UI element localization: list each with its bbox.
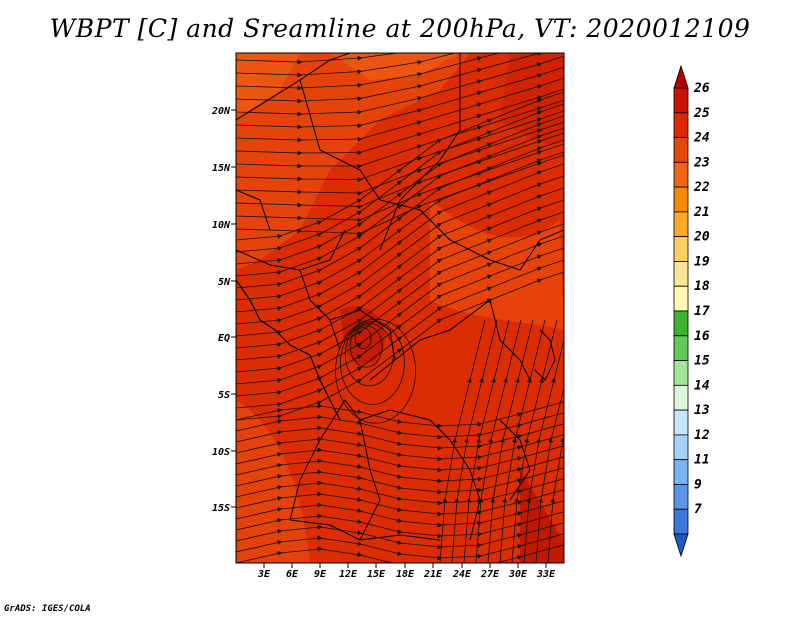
lat-label: 20N [211, 106, 231, 117]
colorbar-swatch [673, 484, 689, 510]
colorbar-labels: 26 25 24 23 22 21 20 19 18 17 16 15 14 13 12 11 9 7 [693, 81, 710, 517]
colorbar-swatch [673, 261, 689, 287]
colorbar-swatch [673, 459, 689, 485]
streamline [547, 377, 564, 563]
colorbar-label: 22 [693, 180, 710, 195]
lat-label: 15S [212, 503, 230, 514]
colorbar-label: 11 [694, 453, 710, 468]
axis-ticks [231, 109, 547, 568]
colorbar-label: 16 [694, 329, 710, 344]
colorbar-swatch [673, 533, 689, 558]
map-title: WBPT [C] and Sreamline at 200hPa, VT: 20… [49, 14, 751, 43]
colorbar-label: 20 [693, 230, 710, 245]
lon-label: 6E [286, 569, 299, 580]
colorbar-swatch [673, 508, 689, 535]
lat-label: 5N [218, 277, 231, 288]
lon-label: 12E [339, 569, 358, 580]
streamline [349, 325, 383, 368]
lat-label: 5S [218, 390, 230, 401]
colorbar-label: 13 [694, 403, 710, 418]
colorbar-swatch [673, 409, 689, 436]
colorbar-swatch [673, 137, 689, 163]
colorbar-swatch [673, 236, 689, 262]
lon-label: 18E [396, 569, 415, 580]
lon-label: 27E [480, 569, 500, 580]
streamline [344, 323, 394, 387]
colorbar-label: 23 [693, 155, 710, 170]
colorbar-label: 14 [694, 378, 710, 393]
colorbar-label: 19 [694, 254, 710, 269]
colorbar-label: 12 [694, 428, 710, 443]
streamline [236, 544, 564, 563]
colorbar-swatch [673, 161, 689, 188]
colorbar-swatch [673, 87, 689, 114]
colorbar-swatch [673, 310, 689, 337]
lat-label: EQ [218, 333, 230, 344]
colorbar-swatch [673, 360, 689, 386]
colorbar-label: 24 [693, 131, 710, 146]
colorbar-label: 17 [694, 304, 710, 319]
lat-label: 10N [212, 220, 231, 231]
colorbar-label: 7 [694, 502, 702, 517]
colorbar-swatch [673, 211, 689, 238]
lon-axis: 3E 6E 9E 12E 15E 18E 21E 24E 27E 30E 33E [257, 569, 556, 580]
map-frame [235, 52, 565, 564]
country-boundaries [236, 53, 564, 541]
lon-label: 3E [257, 569, 271, 580]
lon-label: 30E [508, 569, 528, 580]
lon-label: 15E [367, 569, 386, 580]
colorbar-swatch [673, 384, 689, 411]
colorbar-swatch [673, 64, 689, 89]
colorbar-label: 26 [693, 81, 710, 96]
lon-label: 33E [536, 569, 556, 580]
streamline [354, 327, 372, 349]
colorbar-label: 21 [693, 205, 710, 220]
streamlines [236, 53, 564, 563]
colorbar-label: 18 [694, 279, 710, 294]
lat-axis: 20N 15N 10N 5N EQ 5S 10S 15S [211, 106, 231, 514]
lat-label: 10S [212, 447, 230, 458]
lon-label: 21E [423, 569, 443, 580]
lon-label: 9E [314, 569, 327, 580]
colorbar-swatch [673, 112, 689, 138]
colorbar-swatches [673, 64, 689, 558]
lon-label: 24E [452, 569, 472, 580]
streamline [335, 318, 416, 424]
colorbar-label: 25 [693, 106, 710, 121]
colorbar-swatch [673, 186, 689, 213]
streamline [340, 320, 405, 405]
colorbar-label: 15 [694, 354, 710, 369]
colorbar-swatch [673, 434, 689, 461]
colorbar-label: 9 [694, 477, 702, 492]
grads-credit: GrADS: IGES/COLA [4, 604, 91, 614]
colorbar-swatch [673, 335, 689, 361]
colorbar-swatch [673, 285, 689, 312]
lat-label: 15N [212, 163, 231, 174]
